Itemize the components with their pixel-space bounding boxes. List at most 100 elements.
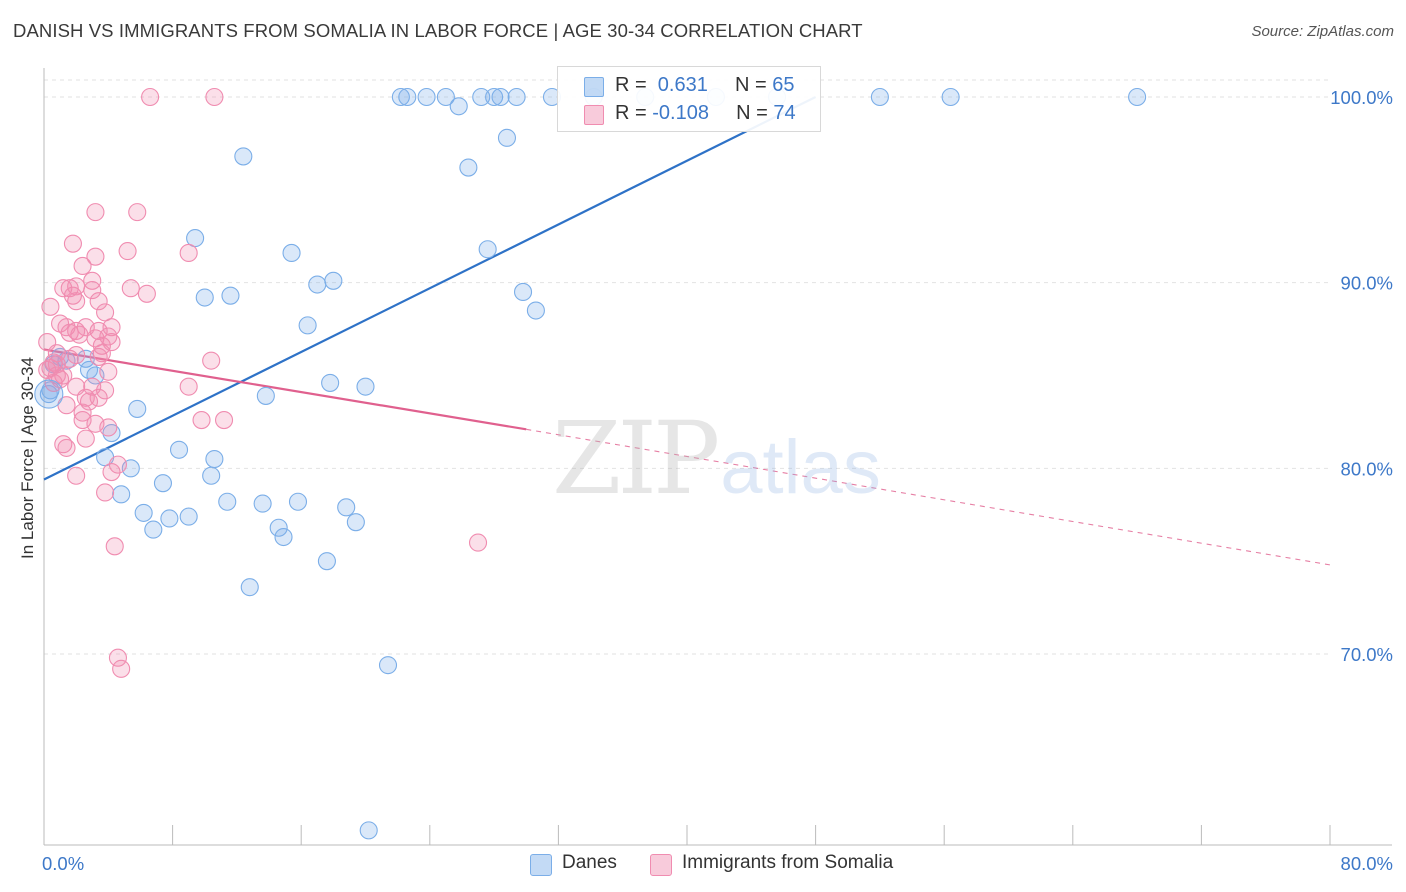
danes-point bbox=[507, 87, 526, 107]
somalia-point bbox=[83, 377, 102, 396]
axis-layer bbox=[43, 68, 1392, 846]
somalia-point bbox=[202, 351, 221, 370]
somalia-point bbox=[73, 403, 92, 422]
somalia-trend-extension bbox=[526, 428, 1331, 566]
somalia-trend-line bbox=[43, 348, 527, 431]
danes-point bbox=[240, 578, 259, 597]
danes-point bbox=[378, 656, 398, 675]
danes-point bbox=[359, 821, 378, 840]
somalia-point bbox=[83, 281, 102, 300]
danes-point bbox=[870, 87, 889, 107]
somalia-point bbox=[105, 537, 124, 556]
somalia-point bbox=[118, 242, 137, 261]
somalia-point bbox=[73, 256, 92, 276]
x-tick-label: 0.0% bbox=[42, 853, 84, 874]
legend-n-value-danes: 65 bbox=[772, 74, 795, 96]
somalia-point bbox=[38, 360, 57, 379]
legend-n-label-danes: N = bbox=[734, 74, 773, 96]
danes-point bbox=[256, 386, 275, 405]
danes-point bbox=[153, 474, 173, 493]
somalia-point bbox=[108, 648, 127, 667]
danes-point bbox=[324, 271, 343, 290]
danes-point bbox=[179, 507, 198, 526]
danes-point bbox=[449, 97, 468, 116]
y-tick-label: 70.0% bbox=[1341, 644, 1393, 665]
danes-point bbox=[391, 87, 410, 107]
danes-point bbox=[298, 316, 317, 335]
somalia-point bbox=[63, 234, 82, 253]
danes-point bbox=[526, 301, 545, 320]
somalia-point bbox=[214, 411, 234, 430]
somalia-point bbox=[179, 243, 198, 263]
danes-point bbox=[459, 158, 478, 177]
legend-swatch-somalia bbox=[584, 105, 604, 125]
somalia-point bbox=[79, 392, 99, 411]
danes-point bbox=[160, 509, 179, 528]
y-tick-label: 80.0% bbox=[1341, 458, 1393, 479]
trend-layer bbox=[43, 96, 1331, 566]
series-legend-swatch-somalia bbox=[650, 854, 672, 876]
somalia-point bbox=[179, 377, 198, 396]
legend-r-label-somalia: R = bbox=[615, 102, 653, 124]
danes-point bbox=[436, 87, 455, 107]
somalia-point bbox=[92, 336, 111, 355]
grid-layer bbox=[44, 79, 1330, 655]
legend-n-label-somalia: N = bbox=[736, 102, 774, 124]
y-tick-label: 90.0% bbox=[1341, 273, 1393, 294]
somalia-point bbox=[63, 286, 82, 305]
danes-point bbox=[472, 87, 491, 107]
danes-point bbox=[513, 282, 533, 302]
danes-point bbox=[491, 87, 510, 107]
somalia-point bbox=[73, 411, 92, 430]
danes-point bbox=[356, 377, 375, 396]
danes-point bbox=[317, 552, 336, 571]
danes-point bbox=[1128, 87, 1147, 107]
y-axis-label: In Labor Force | Age 30-34 bbox=[18, 357, 37, 559]
somalia-point bbox=[76, 429, 95, 448]
danes-point bbox=[234, 147, 253, 166]
somalia-point bbox=[468, 533, 488, 552]
series-legend-label-danes: Danes bbox=[562, 852, 617, 873]
x-tick-label: 80.0% bbox=[1341, 853, 1393, 874]
danes-point bbox=[282, 243, 301, 263]
somalia-point bbox=[67, 292, 86, 311]
danes-point bbox=[39, 385, 58, 404]
chart-title: DANISH VS IMMIGRANTS FROM SOMALIA IN LAB… bbox=[13, 20, 863, 41]
danes-point bbox=[485, 87, 504, 107]
somalia-point bbox=[83, 271, 102, 290]
danes-point bbox=[398, 87, 417, 107]
somalia-point bbox=[112, 659, 131, 678]
legend-r-value-somalia: -0.108 bbox=[652, 102, 709, 124]
somalia-point bbox=[99, 418, 118, 437]
danes-point bbox=[202, 466, 221, 485]
points-layer bbox=[34, 87, 1147, 840]
somalia-point bbox=[192, 411, 211, 430]
danes-point bbox=[288, 492, 308, 511]
somalia-point bbox=[60, 349, 79, 368]
somalia-point bbox=[70, 325, 89, 344]
somalia-point bbox=[102, 462, 121, 482]
danes-point bbox=[274, 527, 293, 547]
correlation-legend: R = 0.631 N = 65 R = -0.108 N = 74 bbox=[557, 66, 821, 132]
somalia-point bbox=[96, 483, 115, 502]
tick-label-layer: 100.0% 90.0% 80.0% 70.0% 0.0% 80.0% bbox=[42, 87, 1393, 874]
danes-point bbox=[144, 520, 163, 539]
legend-n-value-somalia: 74 bbox=[773, 102, 796, 124]
somalia-point bbox=[205, 87, 224, 107]
somalia-point bbox=[89, 388, 108, 407]
danes-trend-line bbox=[43, 96, 817, 481]
somalia-point bbox=[57, 438, 76, 457]
y-tick-label: 100.0% bbox=[1330, 87, 1393, 108]
somalia-point bbox=[108, 455, 127, 474]
danes-point bbox=[497, 128, 517, 147]
series-legend-label-somalia: Immigrants from Somalia bbox=[682, 852, 894, 873]
somalia-point bbox=[51, 370, 70, 389]
danes-point bbox=[221, 286, 240, 305]
legend-r-value-danes: 0.631 bbox=[652, 74, 708, 96]
danes-point bbox=[112, 485, 131, 504]
danes-point bbox=[417, 87, 436, 107]
danes-point bbox=[941, 87, 960, 107]
somalia-point bbox=[128, 203, 147, 222]
legend-swatch-danes bbox=[584, 77, 604, 97]
